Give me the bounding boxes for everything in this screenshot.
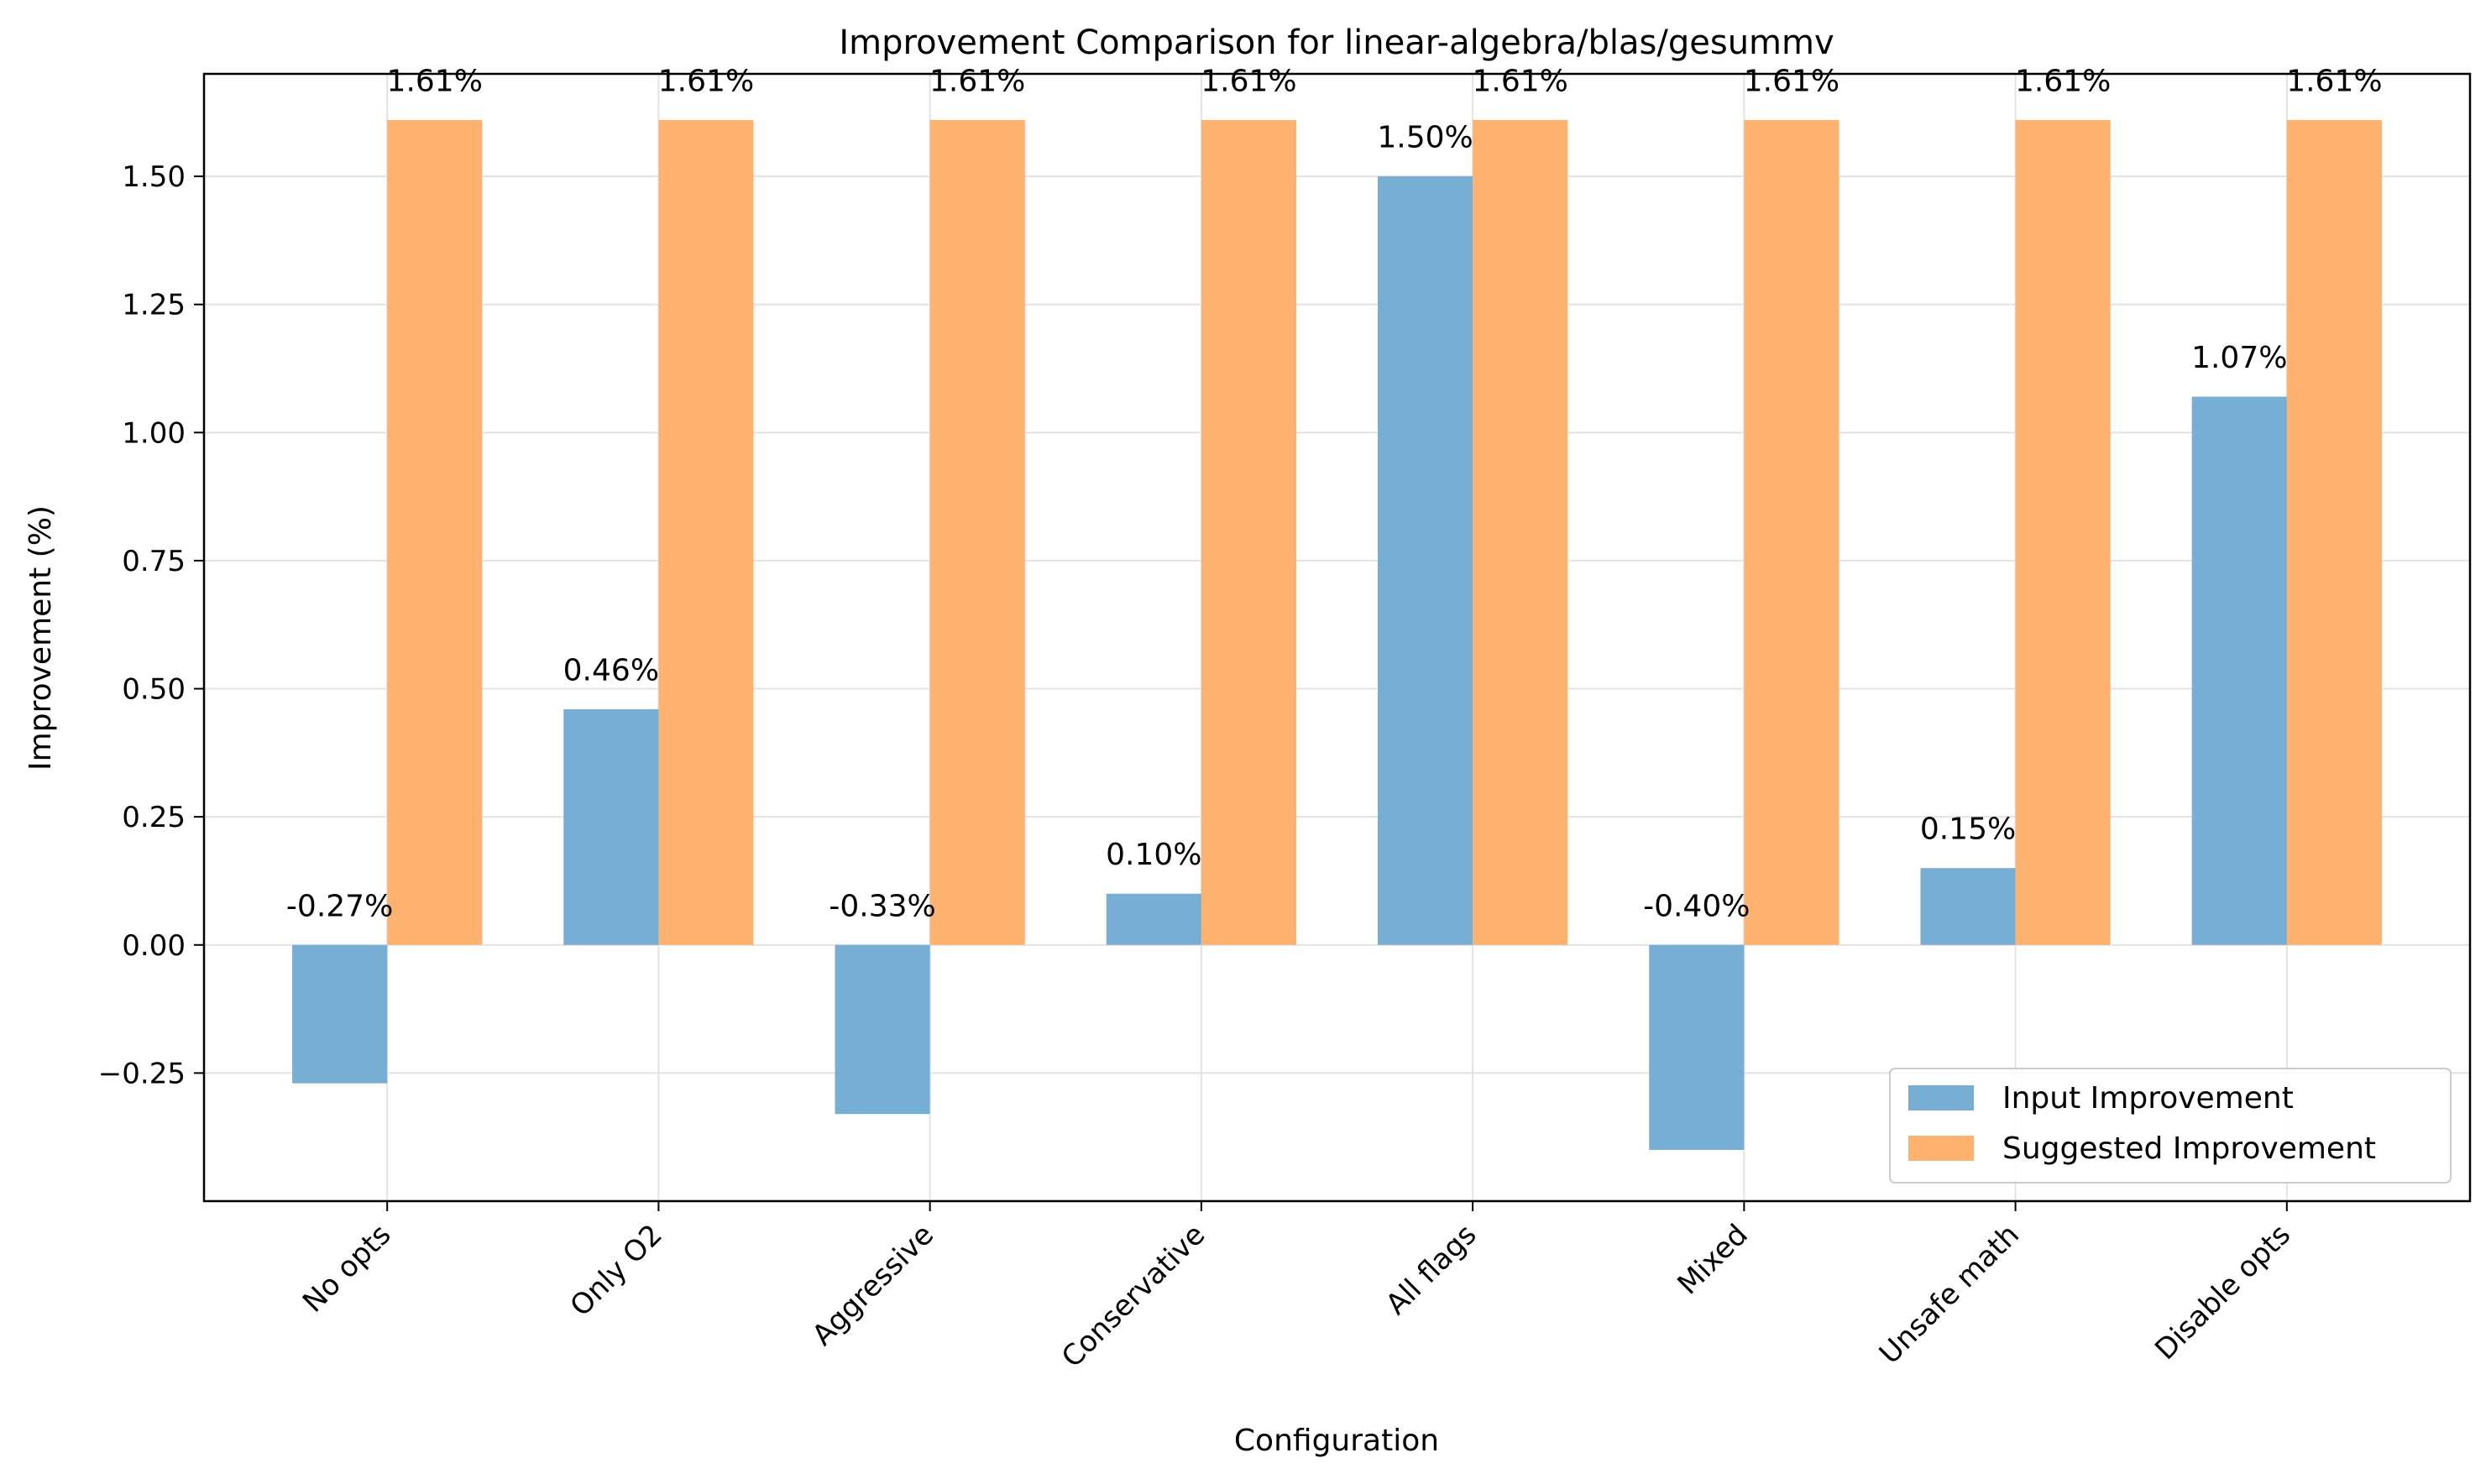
bar-value-label: 0.15% <box>1920 813 2016 847</box>
bar-suggested-improvement <box>2286 119 2382 945</box>
y-tick-label: −0.25 <box>98 1057 186 1090</box>
bar-suggested-improvement <box>929 119 1025 945</box>
data-labels: -0.27% 0.46% -0.33% 0.10% 1.50% -0.40% 0.15% 1.… <box>286 64 2383 923</box>
legend-swatch-suggested <box>1908 1136 1974 1161</box>
bar-value-label: 1.61% <box>2015 64 2111 98</box>
bar-suggested-improvement <box>1473 119 1568 945</box>
bar-value-label: 1.50% <box>1377 121 1473 155</box>
bars <box>292 119 2382 1150</box>
bar-suggested-improvement <box>658 119 754 945</box>
bar-suggested-improvement <box>1201 119 1297 945</box>
legend-frame <box>1889 1068 2452 1184</box>
bar-input-improvement <box>835 944 930 1115</box>
bar-suggested-improvement <box>2015 119 2111 945</box>
bar-input-improvement <box>1106 893 1201 945</box>
bar-value-label: -0.40% <box>1643 889 1750 923</box>
bar-suggested-improvement <box>1744 119 1839 945</box>
bar-value-label: 1.61% <box>2286 64 2382 98</box>
y-tick-label: 0.25 <box>122 801 186 834</box>
bar-value-label: 1.07% <box>2191 341 2287 375</box>
bar-input-improvement <box>1649 944 1745 1150</box>
y-tick-label: 1.25 <box>122 289 186 322</box>
bar-value-label: 1.61% <box>929 64 1025 98</box>
bar-value-label: 1.61% <box>1201 64 1296 98</box>
bar-input-improvement <box>1377 176 1473 945</box>
bar-value-label: 0.10% <box>1106 838 1201 872</box>
plot-frame <box>202 72 2472 1203</box>
y-axis-label: Improvement (%) <box>24 505 58 771</box>
bar-input-improvement <box>2191 396 2287 945</box>
bar-value-label: 0.46% <box>563 653 659 687</box>
bar-input-improvement <box>563 708 659 945</box>
bar-value-label: 1.61% <box>387 64 483 98</box>
y-tick-label: 0.50 <box>122 673 186 707</box>
y-tick-label: 0.00 <box>122 929 186 963</box>
chart-title: Improvement Comparison for linear-algebr… <box>839 24 1834 62</box>
bar-input-improvement <box>292 944 388 1084</box>
bar-input-improvement <box>1920 868 2016 945</box>
x-axis-label: Configuration <box>1234 1424 1439 1458</box>
bar-suggested-improvement <box>387 119 483 945</box>
y-tick-label: 1.00 <box>122 416 186 450</box>
y-tick-label: 1.50 <box>122 160 186 194</box>
bar-value-label: 1.61% <box>658 64 754 98</box>
legend-swatch-input <box>1908 1085 1974 1110</box>
legend: Input Improvement Suggested Improvement <box>1889 1068 2452 1184</box>
bar-value-label: -0.33% <box>829 889 935 923</box>
legend-label-input: Input Improvement <box>2002 1081 2294 1116</box>
y-tick-label: 0.75 <box>122 545 186 578</box>
bar-value-label: -0.27% <box>286 889 393 923</box>
bar-value-label: 1.61% <box>1744 64 1839 98</box>
legend-label-suggested: Suggested Improvement <box>2002 1131 2376 1166</box>
bar-value-label: 1.61% <box>1472 64 1567 98</box>
